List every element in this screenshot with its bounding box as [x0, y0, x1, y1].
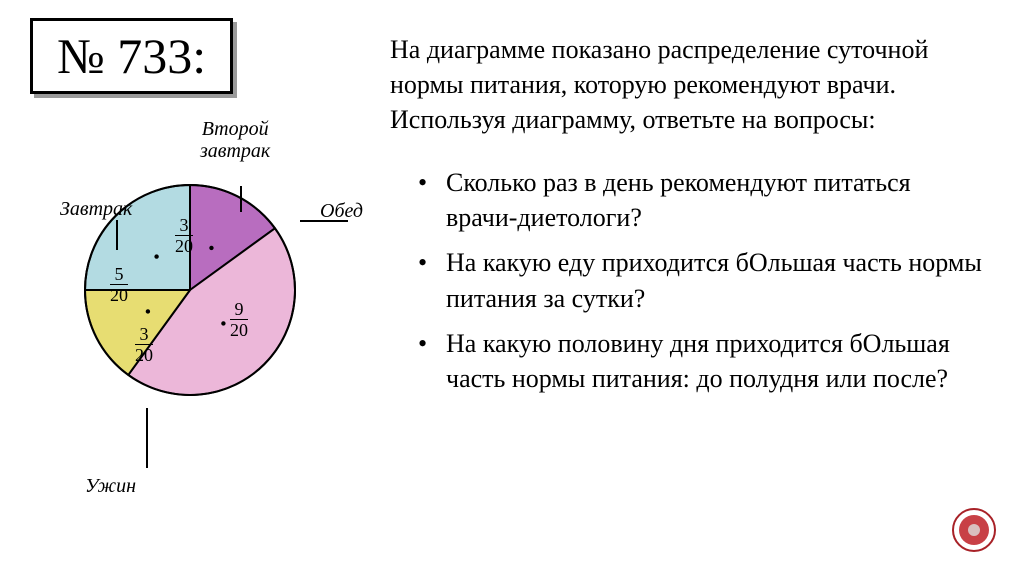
question-item: На какую половину дня приходится бОльшая… [418, 326, 985, 396]
decorative-badge [952, 508, 996, 552]
question-list: Сколько раз в день рекомендуют питаться … [390, 165, 985, 396]
leader-line [116, 220, 118, 250]
leader-line [240, 186, 242, 212]
problem-text: На диаграмме показано распределение суто… [390, 32, 985, 406]
slice-fraction: 320 [135, 325, 153, 364]
problem-number: № 733: [57, 28, 206, 84]
slice-label: Ужин [85, 475, 136, 497]
slice-label: Второйзавтрак [200, 118, 270, 162]
leader-line [300, 220, 348, 222]
slice-label: Обед [320, 200, 363, 222]
problem-number-box: № 733: [30, 18, 233, 94]
slice-fraction: 520 [110, 265, 128, 304]
slice-label: Завтрак [60, 198, 132, 220]
pie-chart-area: Второйзавтрак320Обед920Ужин320Завтрак520 [30, 110, 350, 470]
slice-fraction: 920 [230, 300, 248, 339]
leader-line [146, 408, 148, 468]
question-item: На какую еду приходится бОльшая часть но… [418, 245, 985, 315]
intro-paragraph: На диаграмме показано распределение суто… [390, 32, 985, 137]
slice-fraction: 320 [175, 216, 193, 255]
question-item: Сколько раз в день рекомендуют питаться … [418, 165, 985, 235]
